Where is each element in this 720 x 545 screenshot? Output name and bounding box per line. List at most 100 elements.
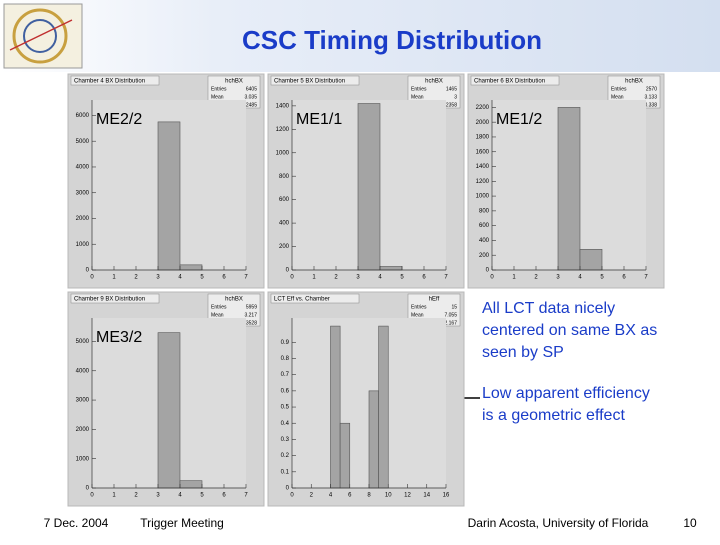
panel-title: LCT Eff vs. Chamber <box>274 297 330 303</box>
x-tick-label: 7 <box>244 275 248 281</box>
y-tick-label: 200 <box>279 244 290 250</box>
panel-title: Chamber 4 BX Distribution <box>74 79 145 85</box>
stats-label: Entries <box>611 86 627 92</box>
stats-label: Entries <box>211 304 227 310</box>
x-tick-label: 7 <box>244 493 248 499</box>
y-tick-label: 400 <box>479 238 490 244</box>
x-tick-label: 3 <box>156 275 160 281</box>
hist-bar <box>579 249 603 271</box>
y-tick-label: 600 <box>479 223 490 229</box>
slide-title: CSC Timing Distribution <box>242 25 542 55</box>
y-tick-label: 3000 <box>76 190 90 196</box>
panel-title-box <box>470 75 560 86</box>
x-tick-label: 8 <box>367 493 371 499</box>
y-tick-label: 1200 <box>276 127 290 133</box>
bullets: All LCT data nicely centered on same BX a… <box>482 300 657 424</box>
bullet: Low apparent efficiency is a geometric ef… <box>482 385 650 424</box>
x-tick-label: 0 <box>290 493 294 499</box>
hist-bar <box>157 332 181 489</box>
y-tick-label: 0 <box>286 268 290 274</box>
y-tick-label: 6000 <box>76 113 90 119</box>
y-tick-label: 0.1 <box>281 469 290 475</box>
stats-value: 0.3528 <box>242 320 258 326</box>
x-tick-label: 4 <box>178 275 182 281</box>
y-tick-label: 1200 <box>476 179 490 185</box>
y-tick-label: 400 <box>279 221 290 227</box>
stats-label: Mean <box>211 94 224 100</box>
stats-value: 0.2485 <box>242 102 258 108</box>
stats-label: Entries <box>411 86 427 92</box>
x-tick-label: 2 <box>134 493 138 499</box>
stats-name: hchBX <box>225 297 243 303</box>
x-tick-label: 2 <box>310 493 314 499</box>
x-tick-label: 3 <box>556 275 560 281</box>
stats-value: 6405 <box>246 86 257 92</box>
x-tick-label: 6 <box>222 493 226 499</box>
y-tick-label: 0.6 <box>281 388 290 394</box>
hist-bar <box>557 107 581 271</box>
stats-value: 1465 <box>446 86 457 92</box>
x-tick-label: 6 <box>622 275 626 281</box>
y-tick-label: 0 <box>486 268 490 274</box>
stats-label: Mean <box>611 94 624 100</box>
x-tick-label: 6 <box>348 493 352 499</box>
stats-value: 15 <box>451 304 457 310</box>
x-tick-label: 6 <box>222 275 226 281</box>
y-tick-label: 0 <box>86 268 90 274</box>
x-tick-label: 3 <box>356 275 360 281</box>
y-tick-label: 1000 <box>476 194 490 200</box>
x-tick-label: 5 <box>200 275 204 281</box>
hist-bar <box>379 266 403 271</box>
stats-value: 5959 <box>246 304 257 310</box>
x-tick-label: 2 <box>134 275 138 281</box>
y-tick-label: 0.7 <box>281 372 290 378</box>
x-tick-label: 1 <box>112 493 116 499</box>
y-tick-label: 1000 <box>76 456 90 462</box>
stats-value: 7.055 <box>444 312 457 318</box>
y-tick-label: 2200 <box>476 105 490 111</box>
panel-title-box <box>70 75 160 86</box>
y-tick-label: 0.5 <box>281 405 290 411</box>
stats-name: hchBX <box>625 79 643 85</box>
hist-bar <box>378 325 389 489</box>
logo <box>3 3 83 69</box>
y-tick-label: 1400 <box>476 164 490 170</box>
hist-bar <box>368 390 379 489</box>
chamber-label: ME1/2 <box>496 111 542 128</box>
panel-title: Chamber 6 BX Distribution <box>474 79 545 85</box>
x-tick-label: 6 <box>422 275 426 281</box>
x-tick-label: 0 <box>90 275 94 281</box>
header-band <box>0 0 720 72</box>
y-tick-label: 3000 <box>76 398 90 404</box>
stats-value: 3.133 <box>644 94 657 100</box>
x-tick-label: 0 <box>290 275 294 281</box>
y-tick-label: 0.9 <box>281 340 290 346</box>
stats-name: hchBX <box>425 79 443 85</box>
y-tick-label: 200 <box>479 253 490 259</box>
x-tick-label: 12 <box>404 493 411 499</box>
y-tick-label: 4000 <box>76 165 90 171</box>
x-tick-label: 16 <box>443 493 450 499</box>
x-tick-label: 4 <box>178 493 182 499</box>
stats-value: 3.035 <box>244 94 257 100</box>
stats-value: 3.217 <box>244 312 257 318</box>
footer-date: 7 Dec. 2004 <box>44 516 109 530</box>
y-tick-label: 600 <box>279 197 290 203</box>
hist-bar <box>179 480 203 489</box>
stats-name: hchBX <box>225 79 243 85</box>
y-tick-label: 800 <box>479 208 490 214</box>
hist-bar <box>330 325 341 489</box>
y-tick-label: 2000 <box>76 427 90 433</box>
chamber-label: ME1/1 <box>296 111 342 128</box>
hist-bar <box>357 103 381 271</box>
x-tick-label: 5 <box>400 275 404 281</box>
stats-value: 2.167 <box>444 320 457 326</box>
y-tick-label: 1800 <box>476 135 490 141</box>
x-tick-label: 2 <box>334 275 338 281</box>
panel-title: Chamber 5 BX Distribution <box>274 79 345 85</box>
x-tick-label: 7 <box>644 275 648 281</box>
